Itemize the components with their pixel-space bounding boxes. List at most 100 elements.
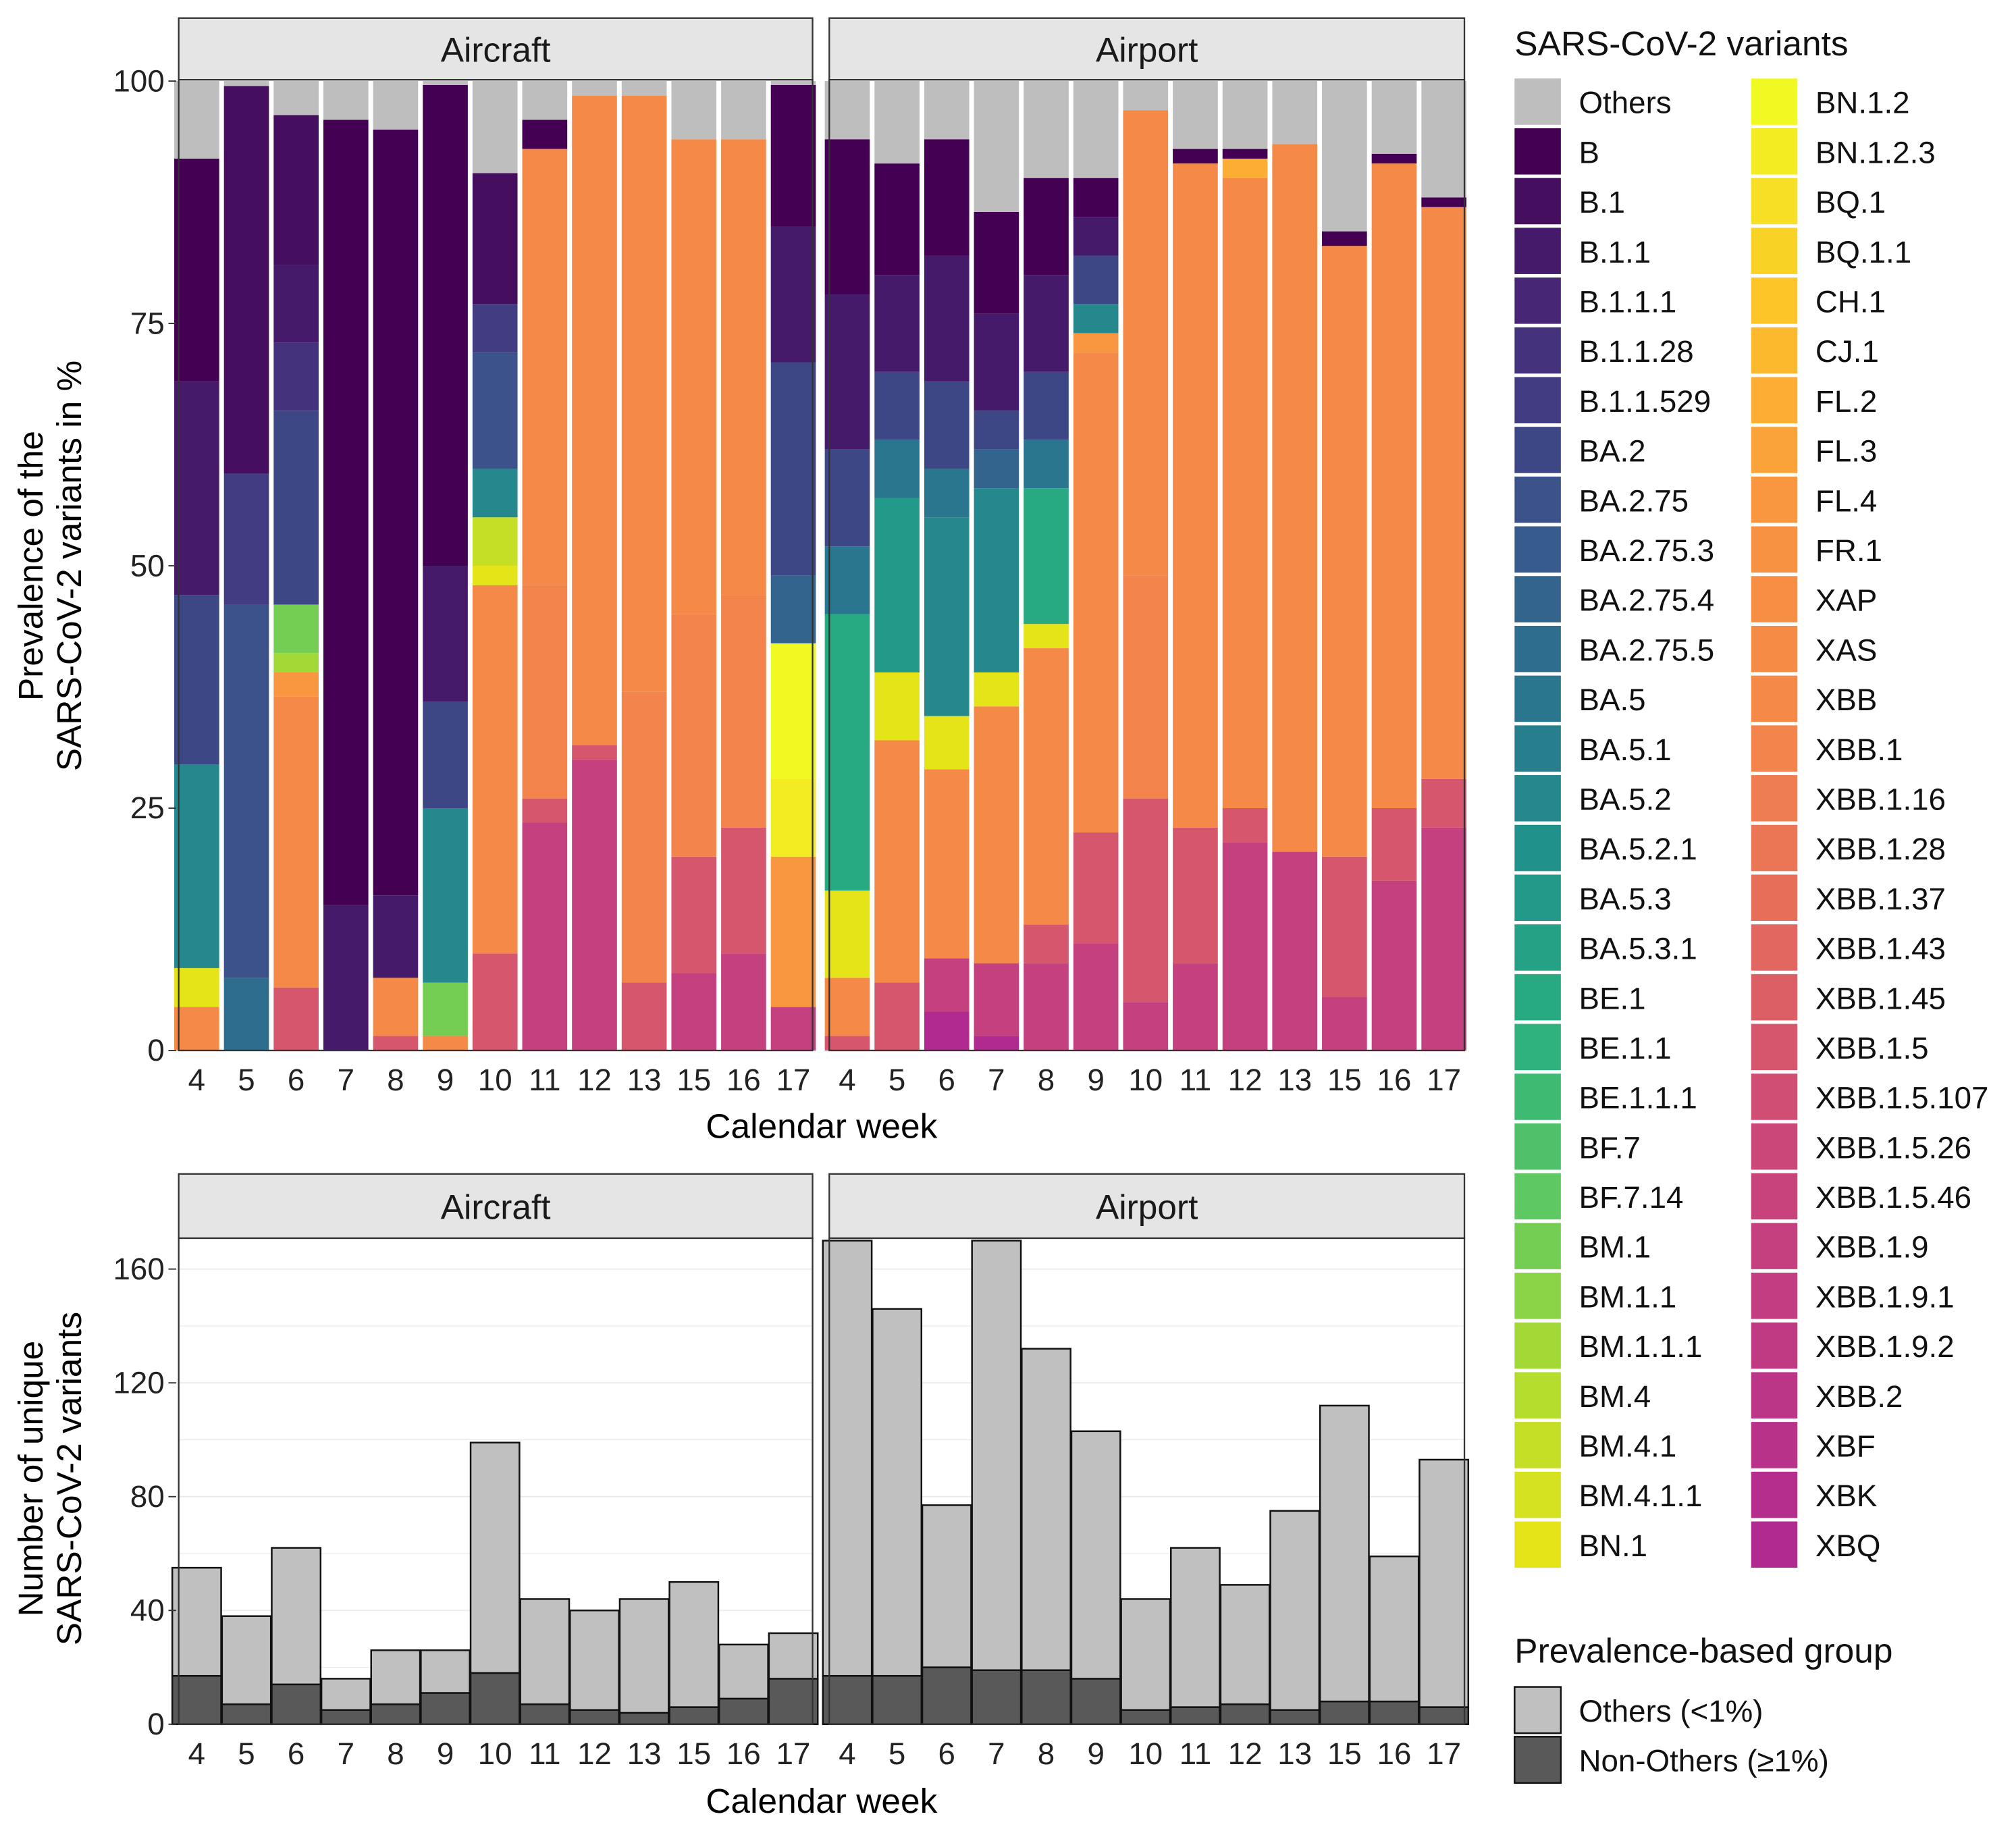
stacked-bar-week-5 bbox=[223, 81, 269, 1051]
bar-segment-XBB.1.5 bbox=[472, 953, 518, 1051]
stacked-bar-week-7 bbox=[323, 81, 369, 1051]
x-tick-label: 7 bbox=[338, 1736, 354, 1771]
legend-item: BN.1.2.3 bbox=[1751, 128, 1936, 175]
stacked-bar-week-17 bbox=[770, 81, 816, 1051]
legend-label: FL.2 bbox=[1815, 384, 1877, 419]
legend-item: BE.1.1 bbox=[1514, 1024, 1672, 1071]
legend-key bbox=[1751, 625, 1798, 672]
y-axis-title: SARS-CoV-2 variants bbox=[49, 1312, 88, 1645]
legend-key bbox=[1751, 327, 1798, 374]
stacked-bar-week-10 bbox=[1123, 81, 1169, 1051]
bar-segment-XBB bbox=[1421, 207, 1466, 779]
bar-non-others bbox=[668, 1706, 720, 1726]
stacked-bar-week-8 bbox=[373, 81, 419, 1051]
legend-item: BA.5 bbox=[1514, 675, 1646, 722]
legend-label: BF.7 bbox=[1579, 1130, 1641, 1165]
legend-item: XBB.1.9.2 bbox=[1751, 1322, 1955, 1369]
bar-segment-XBB.1.5 bbox=[1173, 827, 1218, 963]
bar-non-others bbox=[221, 1703, 272, 1726]
stacked-bar-week-13 bbox=[1272, 81, 1318, 1051]
y-tick-label: 40 bbox=[130, 1593, 165, 1628]
stacked-bar-week-17 bbox=[1421, 81, 1466, 1051]
legend-key bbox=[1514, 1123, 1561, 1170]
x-tick-label: 16 bbox=[726, 1736, 761, 1771]
facet-strip bbox=[178, 1173, 814, 1240]
legend-label: BM.1.1 bbox=[1579, 1279, 1677, 1314]
bar-segment-XBB.1.9 bbox=[1222, 842, 1268, 1051]
bar-others bbox=[519, 1598, 571, 1705]
bar-non-others bbox=[1418, 1706, 1470, 1726]
legend-key bbox=[1751, 78, 1798, 125]
bar-segment-XBB.1.5 bbox=[1024, 924, 1069, 963]
x-tick-label: 8 bbox=[1038, 1736, 1055, 1771]
x-tick-label: 4 bbox=[839, 1736, 855, 1771]
legend-key bbox=[1514, 824, 1561, 872]
bar-non-others bbox=[618, 1711, 670, 1726]
legend-label: XBB.1.16 bbox=[1815, 782, 1946, 816]
legend-key bbox=[1514, 1422, 1561, 1468]
stacked-bar-week-4 bbox=[824, 81, 870, 1051]
legend-key bbox=[1514, 1223, 1561, 1269]
bar-segment-XBB.1.5 bbox=[721, 827, 766, 954]
bar-non-others bbox=[822, 1674, 873, 1726]
x-tick-label: 4 bbox=[839, 1063, 855, 1097]
legend-item: BQ.1 bbox=[1751, 178, 1886, 225]
bar-others bbox=[618, 1598, 670, 1714]
bar-segment-B bbox=[824, 139, 870, 294]
x-tick-label: 7 bbox=[988, 1063, 1005, 1097]
bar-segment-BA.5.2 bbox=[924, 517, 970, 716]
legend-label: BA.5.3.1 bbox=[1579, 932, 1697, 966]
bar-segment-Others bbox=[1073, 81, 1119, 178]
bar-segment-XBB.1.9 bbox=[1371, 880, 1417, 1051]
stacked-bar-week-9 bbox=[1073, 81, 1119, 1051]
bar-segment-XBB.1.5 bbox=[1322, 856, 1367, 997]
bar-segment-BA.2 bbox=[974, 410, 1019, 450]
legend-label: B.1.1.28 bbox=[1579, 334, 1694, 369]
legend-label: XBB bbox=[1815, 683, 1877, 717]
legend-item: BF.7.14 bbox=[1514, 1173, 1683, 1220]
bar-others bbox=[921, 1504, 972, 1668]
stacked-bar-week-6 bbox=[924, 81, 970, 1051]
bar-segment-XBB.1.5 bbox=[621, 982, 667, 1051]
legend-key bbox=[1751, 874, 1798, 921]
legend-key bbox=[1751, 675, 1798, 722]
legend-label: XBK bbox=[1815, 1479, 1877, 1513]
legend-item: B bbox=[1514, 128, 1599, 175]
facet-label: Aircraft bbox=[441, 30, 551, 70]
legend-label: BA.5.3 bbox=[1579, 882, 1672, 916]
x-tick-label: 13 bbox=[627, 1736, 662, 1771]
legend-item: XBB.1.43 bbox=[1751, 924, 1946, 971]
legend-key bbox=[1751, 974, 1798, 1021]
x-tick-label: 9 bbox=[1087, 1736, 1104, 1771]
legend-item: BM.1.1 bbox=[1514, 1273, 1676, 1319]
legend-key bbox=[1514, 1686, 1562, 1734]
legend-item: BA.2.75.5 bbox=[1514, 625, 1714, 672]
bar-segment-XBB bbox=[1272, 144, 1318, 852]
legend-item: XBQ bbox=[1751, 1521, 1880, 1568]
bar-segment-XBB.1 bbox=[671, 614, 717, 857]
legend-item: Others bbox=[1514, 78, 1672, 125]
legend-key bbox=[1514, 427, 1561, 473]
bar-week-8 bbox=[370, 1649, 421, 1726]
bar-non-others bbox=[370, 1703, 421, 1726]
bar-non-others bbox=[271, 1683, 322, 1726]
legend-label: FL.4 bbox=[1815, 483, 1877, 518]
legend-label: BQ.1.1 bbox=[1815, 235, 1911, 269]
legend-item: BF.7 bbox=[1514, 1123, 1641, 1170]
bar-segment-B.1.1.529 bbox=[472, 304, 518, 353]
bar-others bbox=[1418, 1458, 1470, 1708]
bar-segment-Others bbox=[1173, 81, 1218, 149]
x-tick-label: 15 bbox=[1327, 1736, 1362, 1771]
bar-segment-BN.1 bbox=[174, 967, 219, 1007]
facet-strip bbox=[828, 17, 1466, 81]
bar-segment-BA.2.75 bbox=[223, 604, 269, 978]
legend-label: BE.1 bbox=[1579, 981, 1646, 1015]
bar-segment-BA.2 bbox=[874, 371, 920, 440]
stacked-bar-week-11 bbox=[522, 81, 568, 1051]
legend-key bbox=[1514, 874, 1561, 921]
stacked-bar-week-5 bbox=[874, 81, 920, 1051]
bar-segment-XBB.1.9 bbox=[671, 973, 717, 1051]
legend-item: BA.5.3 bbox=[1514, 874, 1672, 921]
bar-segment-Others bbox=[174, 81, 219, 159]
legend-item: Others (<1%) bbox=[1514, 1686, 1763, 1734]
